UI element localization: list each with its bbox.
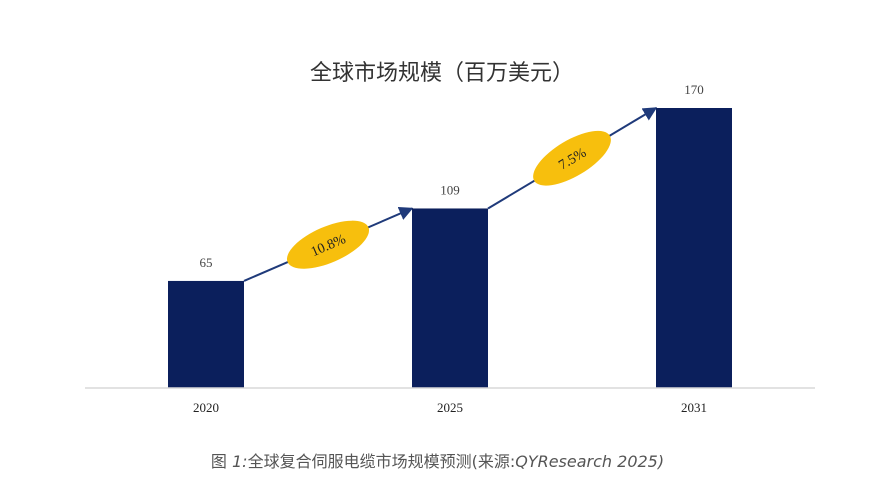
bar-2020 [168,280,244,388]
cagr-badge-shape [286,220,370,269]
data-label-2031: 170 [684,82,704,97]
data-label-2025: 109 [440,182,460,197]
bar-2025 [412,208,488,388]
caption-prefix: 图 [210,452,232,471]
data-label-2020: 65 [200,255,213,270]
cagr-badge-1: 10.8% [286,220,370,269]
figure-caption: 图 1:全球复合伺服电缆市场规模预测(来源:QYResearch 2025) [0,448,875,472]
bar-2031 [656,108,732,388]
x-tick-2025: 2025 [437,400,463,415]
x-tick-2020: 2020 [193,400,219,415]
cagr-badge-2: 7.5% [533,130,611,186]
cagr-badge-shape [533,130,611,186]
caption-source: QYResearch 2025) [515,452,665,471]
caption-number: 1: [232,452,248,471]
market-size-chart: 全球市场规模（百万美元） 65 109 170 2020 2025 2031 10.8%… [85,61,815,415]
chart-title: 全球市场规模（百万美元） [310,61,574,86]
caption-text: 全球复合伺服电缆市场规模预测(来源: [247,452,516,471]
x-tick-2031: 2031 [681,400,707,415]
